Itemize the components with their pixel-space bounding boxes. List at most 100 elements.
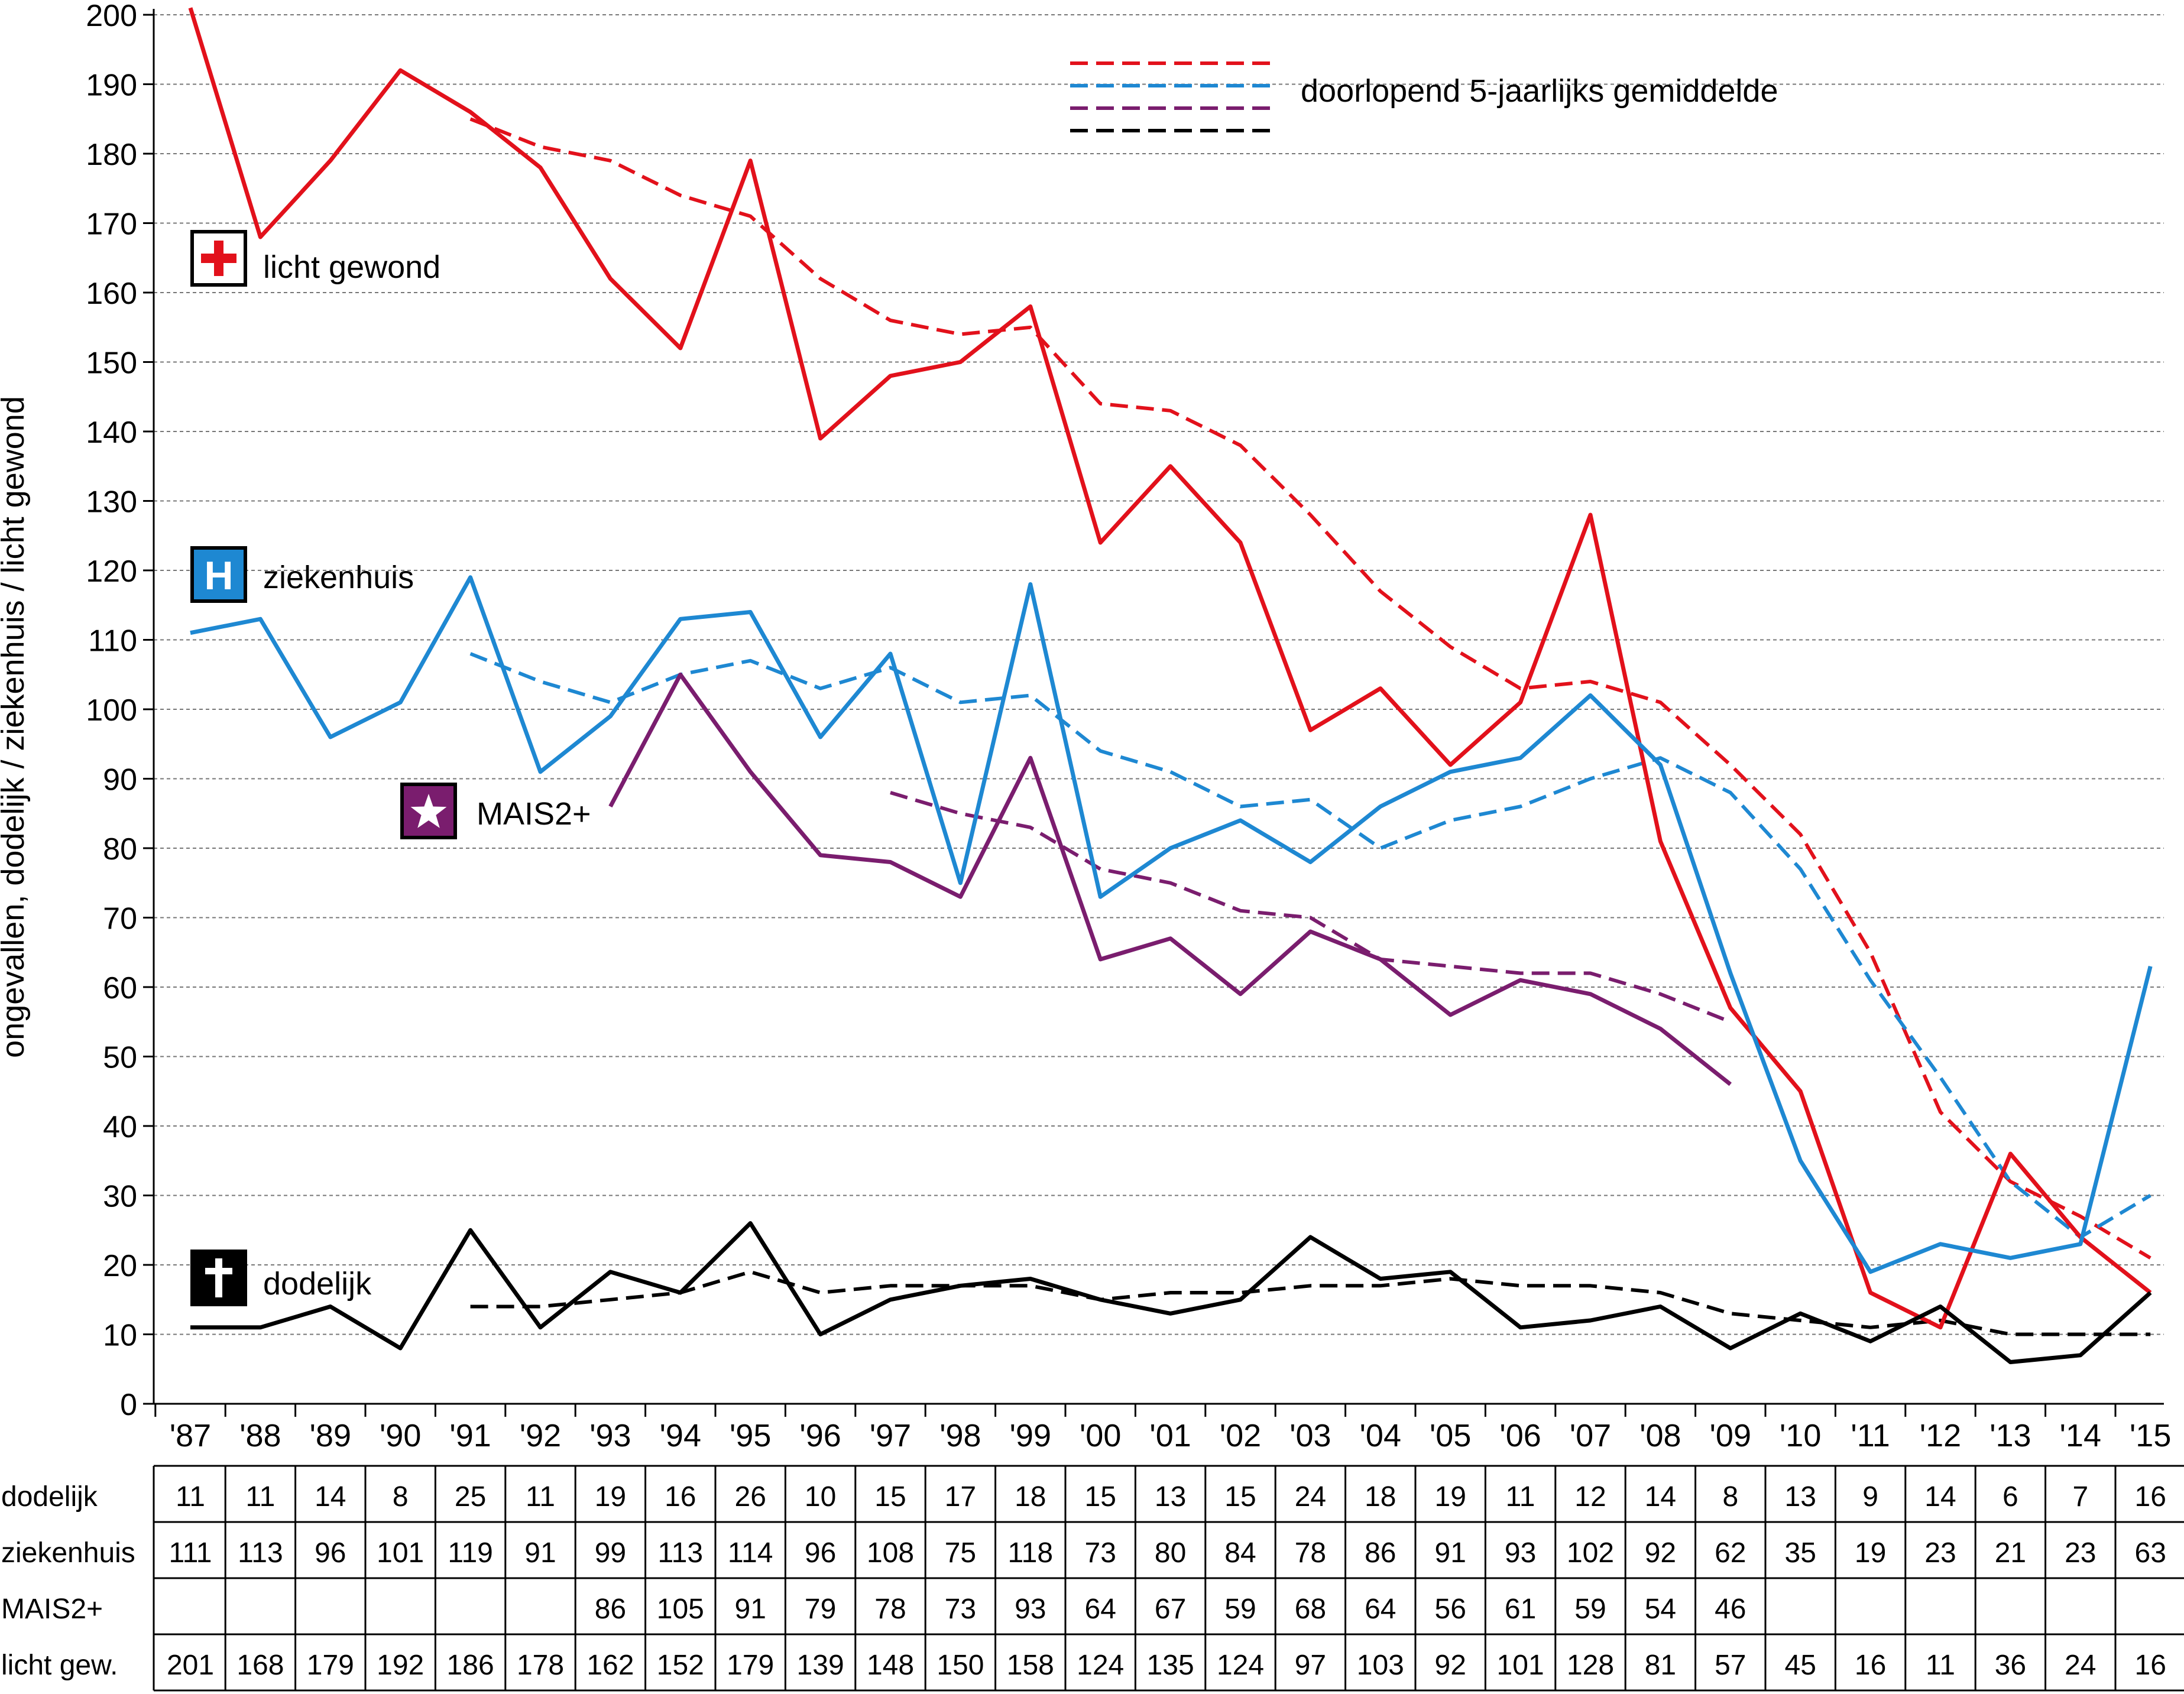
data-table: dodelijk 11 11 14 8 25 11 19 16 26 10 15 17 18 15 13 15 2… [1,1465,2184,1692]
table-cell: 59 [1574,1594,1606,1625]
table-cell: 81 [1645,1650,1676,1681]
table-cell: 73 [945,1594,976,1625]
table-cell: 201 [167,1650,214,1681]
table-cell: 24 [2065,1650,2096,1681]
series-line [190,1221,2152,1364]
x-tick-label: '96 [799,1418,841,1453]
y-tick-label: 80 [103,832,137,867]
table-cell: 11 [1926,1650,1955,1681]
table-cell: 75 [945,1537,976,1569]
y-tick-label: 120 [86,554,137,589]
table-cell: 13 [1155,1481,1186,1513]
table-cell: 12 [1574,1481,1606,1513]
table-row-label: licht gew. [1,1650,118,1681]
table-cell: 13 [1785,1481,1816,1513]
series-line [608,672,1732,1086]
moving-average-line [890,791,1731,1024]
table-cell: 152 [657,1650,704,1681]
cross-icon [190,1250,247,1306]
x-tick-label: '91 [449,1418,491,1453]
x-tick-label: '11 [1851,1418,1890,1453]
moving-average-lines [469,117,2151,1336]
table-cell: 118 [1008,1537,1054,1569]
y-tick-label: 40 [103,1110,137,1144]
table-cell: 8 [393,1481,409,1513]
y-tick-label: 90 [103,763,137,797]
table-cell: 114 [728,1537,773,1569]
table-cell: 108 [867,1537,914,1569]
table-cell: 62 [1715,1537,1746,1569]
moving-average-line [469,117,2151,1260]
table-cell: 158 [1007,1650,1054,1681]
table-cell: 11 [1506,1481,1535,1513]
y-tick-labels: 0 10 20 30 40 50 60 70 80 90 100 110 120 130 140 150 160… [86,0,137,1422]
table-cell: 105 [657,1594,704,1625]
x-tick-label: '08 [1639,1418,1681,1453]
table-cell: 86 [595,1594,626,1625]
table-cell: 56 [1435,1594,1466,1625]
table-cell: 139 [797,1650,844,1681]
table-cell: 6 [2002,1481,2018,1513]
table-cell: 86 [1365,1537,1396,1569]
table-cell: 97 [1295,1650,1326,1681]
x-tick-label: '06 [1499,1418,1541,1453]
table-cell: 135 [1147,1650,1194,1681]
table-cell: 59 [1224,1594,1256,1625]
y-tick-label: 160 [86,277,137,311]
table-cell: 61 [1505,1594,1536,1625]
table-cell: 16 [2135,1650,2166,1681]
table-cell: 101 [1497,1650,1544,1681]
table-cell: 16 [1855,1650,1886,1681]
table-cell: 14 [315,1481,346,1513]
x-tick-label: '12 [1920,1418,1961,1453]
y-tick-label: 140 [86,416,137,450]
table-cell: 36 [1995,1650,2026,1681]
table-cell: 14 [1645,1481,1676,1513]
table-cell: 18 [1365,1481,1396,1513]
star-icon [400,783,457,839]
icon-shape [215,1258,222,1297]
table-cell: 64 [1365,1594,1396,1625]
x-tick-label: '88 [239,1418,281,1453]
table-cell: 57 [1715,1650,1746,1681]
x-tick-label: '09 [1710,1418,1751,1453]
y-tick-label: 190 [86,69,137,103]
table-cell: 24 [1295,1481,1326,1513]
hospital-h-icon: H [190,546,247,603]
y-tick-label: 180 [86,138,137,172]
gridlines [154,14,2164,1335]
x-tick-label: '15 [2130,1418,2171,1453]
table-cell: 179 [307,1650,354,1681]
table-cell: 19 [1855,1537,1886,1569]
x-tick-label: '94 [660,1418,701,1453]
table-cell: 64 [1085,1594,1116,1625]
table-cell: 25 [455,1481,486,1513]
table-cell: 18 [1015,1481,1046,1513]
table-cell: 148 [867,1650,914,1681]
table-cell: 14 [1924,1481,1956,1513]
series-label: licht gewond [263,249,440,285]
table-cell: 15 [1085,1481,1116,1513]
table-cell: 103 [1357,1650,1404,1681]
red-cross-icon [190,230,247,287]
series-lines [188,7,2153,1364]
x-tick-label: '04 [1360,1418,1401,1453]
x-tick-label: '00 [1080,1418,1121,1453]
series-labels: licht gewond H ziekenhuis MAIS2+ dodelijk [190,230,591,1306]
y-tick-label: 200 [86,0,137,33]
table-cell: 46 [1715,1594,1746,1625]
y-tick-label: 110 [88,624,137,658]
axes [143,9,2164,1417]
table-cell: 92 [1435,1650,1466,1681]
series-label: MAIS2+ [477,796,591,832]
table-cell: 84 [1224,1537,1256,1569]
y-tick-label: 30 [103,1180,137,1214]
table-cell: 91 [1435,1537,1466,1569]
y-tick-label: 0 [120,1388,137,1422]
moving-average-line [469,652,2151,1239]
legend: doorlopend 5-jaarlijks gemiddelde [1070,61,1778,132]
table-cell: 79 [805,1594,836,1625]
table-cell: 102 [1567,1537,1614,1569]
table-cell: 80 [1155,1537,1186,1569]
table-cell: 96 [805,1537,836,1569]
